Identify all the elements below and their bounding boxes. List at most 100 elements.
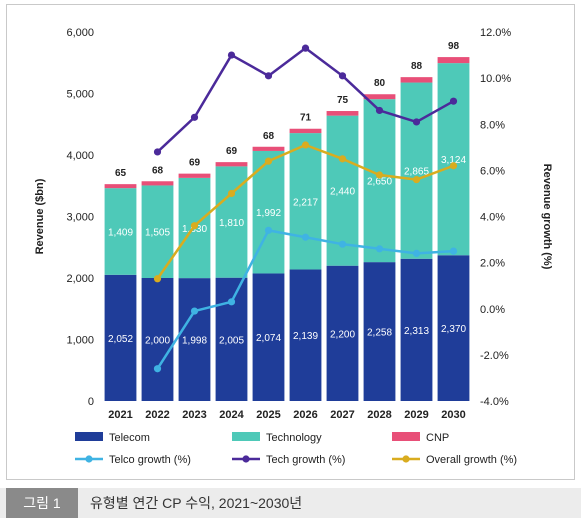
legend-marker — [85, 455, 93, 463]
cnp-data-label: 88 — [411, 61, 423, 72]
bar-telecom — [252, 273, 285, 401]
telecom-data-label: 1,998 — [182, 336, 207, 347]
line-point — [338, 72, 347, 80]
x-tick-label: 2027 — [330, 409, 354, 421]
bar-cnp — [400, 77, 433, 83]
figure-label: 그림 1 — [6, 488, 78, 518]
y-right-tick-label: 4.0% — [480, 212, 505, 224]
legend-swatch — [392, 432, 420, 441]
bar-technology — [289, 133, 322, 270]
technology-data-label: 1,630 — [182, 224, 207, 235]
telecom-data-label: 2,370 — [441, 324, 466, 335]
line-point — [153, 365, 162, 373]
technology-data-label: 2,865 — [404, 167, 429, 178]
bar-cnp — [178, 173, 211, 178]
technology-data-label: 1,409 — [108, 227, 133, 238]
telecom-data-label: 2,258 — [367, 328, 392, 339]
x-tick-label: 2021 — [108, 409, 132, 421]
y-left-axis-title: Revenue ($bn) — [34, 178, 46, 254]
y-right-tick-label: 12.0% — [480, 27, 511, 39]
y-right-tick-label: 0.0% — [480, 304, 505, 316]
bar-telecom — [437, 255, 470, 401]
legend-label: CNP — [426, 432, 449, 444]
bar-technology — [104, 188, 137, 275]
telecom-data-label: 2,005 — [219, 335, 244, 346]
legend-swatch — [232, 432, 260, 441]
y-left-tick-label: 4,000 — [66, 150, 94, 162]
telecom-data-label: 2,000 — [145, 336, 170, 347]
y-left-tick-label: 6,000 — [66, 27, 94, 39]
y-right-tick-label: -2.0% — [480, 350, 509, 362]
line-point — [264, 157, 273, 165]
x-tick-label: 2030 — [441, 409, 465, 421]
y-left-tick-label: 1,000 — [66, 335, 94, 347]
line-point — [190, 113, 199, 121]
line-point — [227, 298, 236, 306]
telecom-data-label: 2,313 — [404, 326, 429, 337]
line-point — [375, 171, 384, 179]
line-point — [227, 189, 236, 198]
y-right-tick-label: 8.0% — [480, 119, 505, 131]
bar-telecom — [326, 265, 359, 401]
x-tick-label: 2023 — [182, 409, 206, 421]
legend-swatch — [75, 432, 103, 441]
cnp-data-label: 69 — [189, 158, 201, 169]
bar-cnp — [104, 184, 137, 189]
line-point — [449, 97, 458, 105]
bar-telecom — [141, 278, 174, 401]
y-right-axis-title: Revenue growth (%) — [541, 164, 553, 270]
cnp-data-label: 68 — [263, 131, 275, 142]
line-point — [412, 118, 421, 126]
line-point — [190, 222, 199, 230]
revenue-chart: 0 1,000 2,000 3,000 4,000 5,000 6,000 -4.0% -2.0… — [34, 27, 553, 466]
x-tick-label: 2028 — [367, 409, 391, 421]
line-point — [375, 245, 384, 253]
line-point — [301, 141, 310, 149]
bar-cnp — [289, 128, 322, 134]
y-left-tick-label: 2,000 — [66, 273, 94, 285]
cnp-data-label: 71 — [300, 113, 312, 124]
line-point — [190, 307, 199, 315]
technology-data-label: 2,440 — [330, 187, 355, 198]
bar-cnp — [437, 57, 470, 64]
bar-technology — [363, 99, 396, 263]
legend-label: Telecom — [109, 432, 150, 444]
line-point — [264, 226, 273, 234]
bar-technology — [437, 63, 470, 256]
chart-frame: 0 1,000 2,000 3,000 4,000 5,000 6,000 -4.0% -2.0… — [6, 4, 575, 480]
line-point — [338, 240, 347, 248]
figure-caption: 유형별 연간 CP 수익, 2021~2030년 — [90, 495, 303, 511]
legend-marker — [242, 455, 250, 463]
bar-telecom — [178, 278, 211, 401]
line-point — [301, 44, 310, 52]
technology-data-label: 1,505 — [145, 228, 170, 239]
bar-cnp — [215, 162, 248, 167]
telecom-data-label: 2,139 — [293, 331, 318, 342]
cnp-data-label: 98 — [448, 41, 460, 52]
x-tick-label: 2025 — [256, 409, 280, 421]
x-tick-label: 2024 — [219, 409, 244, 421]
y-right-tick-label: 6.0% — [480, 165, 505, 177]
technology-data-label: 1,810 — [219, 218, 244, 229]
line-point — [153, 148, 162, 156]
cnp-data-label: 69 — [226, 146, 238, 157]
cnp-data-label: 80 — [374, 78, 386, 89]
y-right-tick-label: 10.0% — [480, 73, 511, 85]
bar-cnp — [141, 181, 174, 186]
caption-bar — [0, 488, 581, 518]
legend-label: Tech growth (%) — [266, 454, 345, 466]
line-point — [227, 51, 236, 59]
bar-cnp — [363, 94, 396, 100]
y-right-tick-label: -4.0% — [480, 396, 509, 408]
cnp-data-label: 65 — [115, 168, 127, 179]
line-point — [449, 247, 458, 255]
bar-cnp — [326, 111, 359, 116]
legend-marker — [402, 455, 410, 463]
x-tick-label: 2026 — [293, 409, 317, 421]
cnp-data-label: 75 — [337, 95, 349, 106]
bar-telecom — [289, 269, 322, 401]
cnp-data-label: 68 — [152, 165, 164, 176]
bar-technology — [400, 82, 433, 259]
legend-label: Technology — [266, 432, 322, 444]
technology-data-label: 1,992 — [256, 208, 281, 219]
